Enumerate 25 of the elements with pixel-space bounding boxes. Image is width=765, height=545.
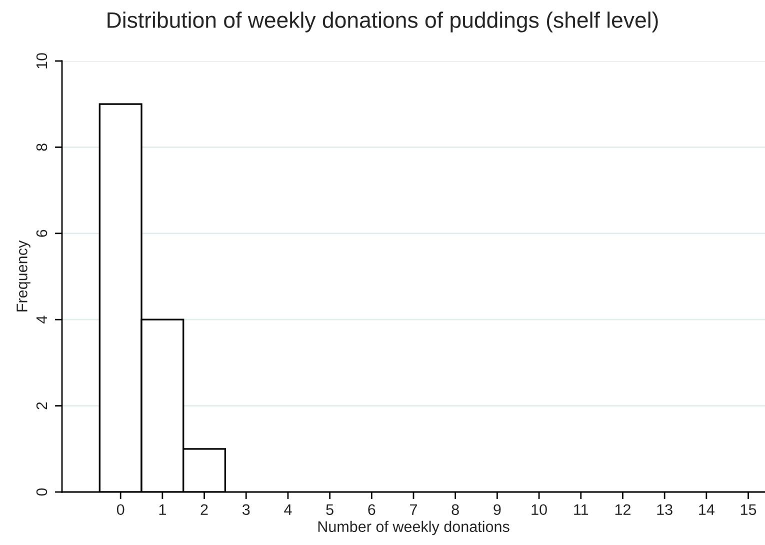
x-tick-label: 4 <box>284 504 292 515</box>
x-tick-label: 8 <box>452 504 459 516</box>
x-tick-label: 11 <box>574 504 588 515</box>
y-axis-title: Frequency <box>16 240 30 312</box>
x-tick-label: 0 <box>116 504 124 516</box>
x-tick-label: 2 <box>200 504 208 515</box>
x-tick-label: 6 <box>368 504 376 516</box>
x-tick-label: 15 <box>740 504 756 516</box>
x-tick-label: 1 <box>159 504 166 515</box>
y-tick-label: 10 <box>36 53 48 68</box>
x-tick-label: 9 <box>494 504 501 516</box>
x-tick-label: 14 <box>699 504 714 515</box>
y-tick-label: 6 <box>36 230 48 237</box>
y-tick-label: 0 <box>36 488 48 496</box>
x-tick-label: 5 <box>326 504 334 516</box>
chart-title: Distribution of weekly donations of puddings (shelf level) <box>108 12 658 32</box>
x-tick-label: 10 <box>532 504 547 516</box>
y-tick-label: 2 <box>36 402 48 410</box>
x-axis-title: Number of weekly donations <box>318 520 510 536</box>
y-tick-label: 8 <box>36 144 48 151</box>
y-tick-label: 4 <box>36 316 48 324</box>
x-tick-label: 13 <box>657 504 672 516</box>
x-tick-label: 3 <box>242 504 250 516</box>
x-tick-label: 7 <box>410 504 417 515</box>
x-tick-label: 12 <box>615 504 630 515</box>
